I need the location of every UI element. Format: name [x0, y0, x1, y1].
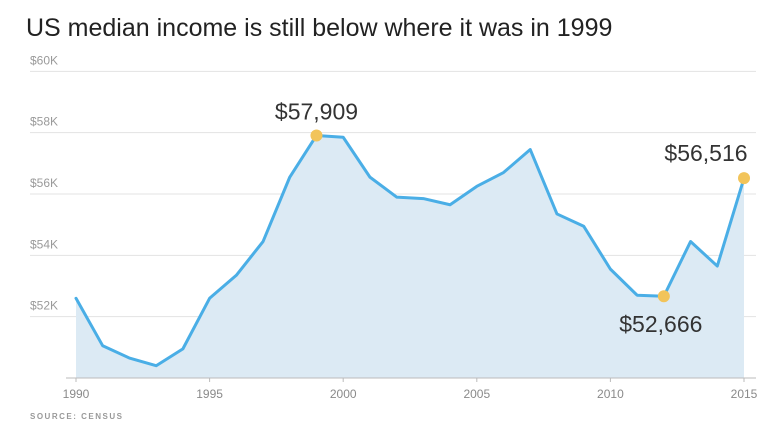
y-tick-label: $52K [30, 299, 58, 313]
x-tick-label: 1995 [196, 387, 223, 401]
annotation-markers [310, 129, 750, 303]
x-tick-label: 2005 [463, 387, 490, 401]
annotation-marker [310, 129, 323, 142]
series-line [74, 133, 746, 368]
chart-title: US median income is still below where it… [26, 14, 613, 42]
y-tick-label: $58K [30, 115, 58, 129]
x-axis [66, 377, 756, 382]
annotation-marker [738, 172, 750, 185]
x-axis-ticks: 1990 1995 2000 2005 2010 2015 [63, 387, 758, 401]
y-tick-label: $54K [30, 237, 58, 251]
y-axis-ticks: $52K $54K $56K $58K $60K [30, 53, 58, 312]
y-tick-label: $60K [30, 53, 58, 67]
annotation-labels: $57,909 $52,666 $56,516 [275, 98, 748, 337]
annotation-label: $56,516 [664, 140, 747, 166]
area-fill-layer [76, 135, 744, 378]
x-tick-label: 2010 [597, 387, 624, 401]
source-note: SOURCE: CENSUS [30, 412, 124, 421]
annotation-label: $57,909 [275, 98, 358, 124]
x-tick-label: 2000 [330, 387, 357, 401]
series-line-layer [74, 133, 746, 368]
x-tick-label: 2015 [731, 387, 758, 401]
annotation-marker [657, 290, 670, 303]
y-tick-label: $56K [30, 176, 58, 190]
x-tick-label: 1990 [63, 387, 90, 401]
area-fill [76, 135, 744, 378]
annotation-label: $52,666 [619, 311, 702, 337]
